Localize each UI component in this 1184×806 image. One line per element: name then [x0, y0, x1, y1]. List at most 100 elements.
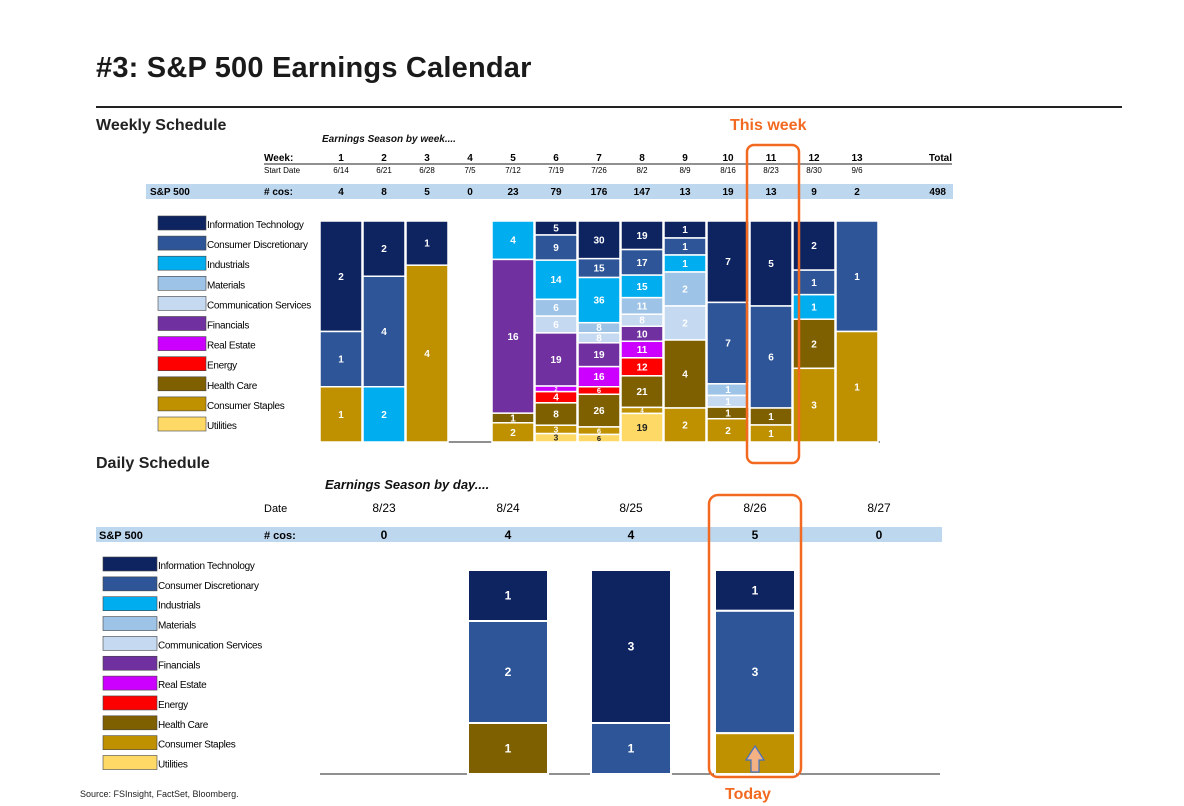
daily-bar-segment [467, 722, 549, 775]
daily-bar-segment [714, 569, 796, 612]
weekly-bar-label: 1 [338, 355, 344, 366]
weekly-subtitle: Earnings Season by week.... [322, 134, 456, 145]
week-number: 9 [682, 153, 688, 164]
weekly-bar-segment [620, 375, 664, 409]
week-count: 147 [634, 187, 651, 198]
week-start-date: 8/2 [636, 166, 648, 175]
weekly-bar-label: 2 [338, 272, 344, 283]
weekly-bar-label: 30 [593, 235, 605, 246]
legend-swatch [102, 735, 158, 750]
daily-bar-segment [714, 609, 796, 735]
weekly-bar-label: 4 [381, 327, 387, 338]
week-count: 2 [854, 187, 860, 198]
week-count: 23 [507, 187, 519, 198]
weekly-bar-label: 9 [553, 243, 559, 254]
weekly-bar-label: 36 [593, 296, 605, 307]
weekly-bar-label: 1 [682, 242, 688, 253]
weekly-bar-label: 1 [682, 259, 688, 270]
weekly-bar-label: 1 [424, 239, 430, 250]
weekly-bar-segment [491, 422, 535, 443]
weekly-bar-label: 1 [725, 397, 731, 408]
legend-label: Utilities [207, 421, 237, 432]
weekly-bar-label: 15 [636, 282, 648, 293]
weekly-bar-segment [534, 332, 578, 387]
weekly-bar-label: 8 [553, 410, 559, 421]
week-start-date: 7/26 [591, 166, 607, 175]
weekly-bar-label: 8 [639, 316, 645, 327]
weekly-bar-segment [577, 433, 621, 443]
daily-index-label: S&P 500 [99, 530, 143, 542]
daily-date: 8/24 [496, 501, 520, 515]
weekly-bar-label: 1 [725, 408, 731, 419]
weekly-bar-label: 19 [636, 423, 648, 434]
week-number: 7 [596, 153, 602, 164]
weekly-bar-segment [835, 220, 879, 333]
week-count: 8 [381, 187, 387, 198]
weekly-bar-label: 1 [510, 413, 516, 424]
week-start-date: 9/6 [851, 166, 863, 175]
weekly-bar-segment [319, 386, 363, 443]
week-number: 2 [381, 153, 387, 164]
weekly-bar-label: 4 [682, 370, 688, 381]
week-number: 12 [808, 153, 820, 164]
legend-swatch [102, 695, 158, 711]
weekly-heading: Weekly Schedule [96, 117, 227, 134]
weekly-bar-segment [405, 264, 449, 443]
week-start-date: 8/30 [806, 166, 822, 175]
week-start-date: 8/16 [720, 166, 736, 175]
legend-label: Industrials [207, 260, 250, 271]
weekly-bar-segment [749, 424, 793, 443]
weekly-bar-segment [362, 386, 406, 443]
legend-label: Health Care [158, 720, 209, 731]
weekly-bar-label: 1 [682, 225, 688, 236]
legend-swatch [157, 416, 207, 432]
week-start-date: 6/21 [376, 166, 392, 175]
weekly-bar-label: 12 [636, 362, 648, 373]
weekly-bar-segment [534, 259, 578, 301]
weekly-bar-label: 2 [682, 285, 688, 296]
daily-bar-label: 3 [628, 640, 635, 654]
source-note: Source: FSInsight, FactSet, Bloomberg. [80, 789, 239, 799]
week-start-date: 7/5 [464, 166, 476, 175]
legend-label: Financials [207, 321, 249, 332]
weekly-bar-segment [663, 339, 707, 409]
page-title: #3: S&P 500 Earnings Calendar [96, 52, 532, 84]
weekly-bar-label: 14 [550, 275, 562, 286]
legend-label: Information Technology [158, 561, 255, 572]
week-start-date: 8/23 [763, 166, 779, 175]
weekly-bar-label: 4 [640, 409, 644, 415]
weekly-bar-label: 7 [725, 257, 731, 268]
weekly-bar-label: 16 [593, 372, 605, 383]
daily-bar-label: 1 [505, 589, 512, 603]
week-number: 3 [424, 153, 430, 164]
legend-label: Consumer Discretionary [207, 240, 308, 251]
legend-swatch [157, 356, 207, 372]
legend-label: Utilities [158, 760, 188, 771]
week-number: 8 [639, 153, 645, 164]
week-count: 5 [424, 187, 430, 198]
weekly-bar-segment [835, 330, 879, 443]
week-number: 11 [766, 153, 777, 164]
daily-bar-label: 1 [628, 742, 635, 756]
weekly-bar-label: 2 [811, 241, 817, 252]
weekly-total: 498 [929, 187, 946, 198]
weekly-bar-label: 15 [593, 264, 605, 275]
legend-label: Communication Services [207, 300, 311, 311]
legend-label: Health Care [207, 381, 258, 392]
weekly-bar-label: 8 [596, 333, 602, 344]
week-count: 0 [467, 187, 473, 198]
daily-heading: Daily Schedule [96, 455, 210, 472]
daily-bar-segment [467, 569, 549, 622]
week-count: 13 [765, 187, 777, 198]
week-start-date: 6/14 [333, 166, 349, 175]
weekly-bar-label: 1 [768, 412, 774, 423]
legend-label: Industrials [158, 601, 201, 612]
weekly-bar-label: 6 [597, 426, 601, 435]
weekly-bar-label: 10 [636, 329, 648, 340]
weekly-bar-label: 2 [554, 387, 557, 393]
weekly-bar-label: 11 [637, 345, 648, 356]
daily-subtitle: Earnings Season by day.... [325, 477, 490, 492]
legend-label: Energy [207, 361, 237, 372]
title-divider [96, 106, 1122, 108]
